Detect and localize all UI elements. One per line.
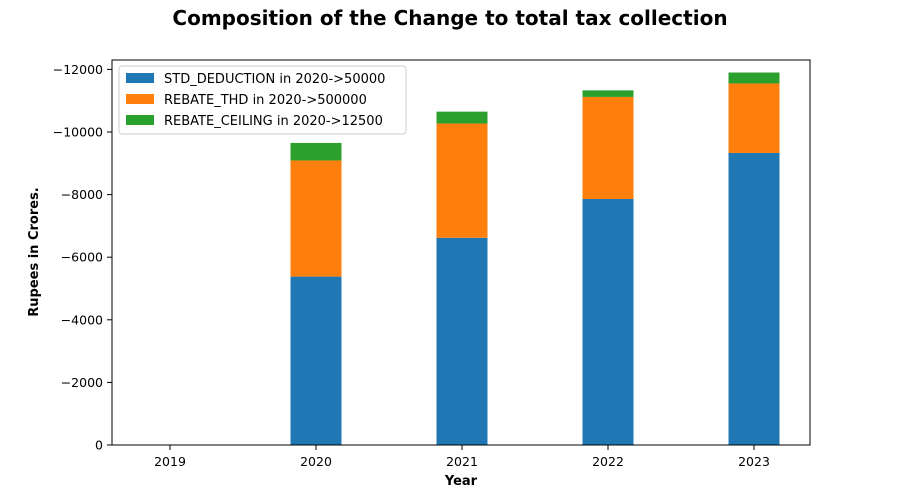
y-tick-label: −6000 (61, 250, 103, 265)
bar-rebate-thd-2020 (290, 160, 342, 277)
legend-swatch (126, 94, 154, 104)
chart-title: Composition of the Change to total tax c… (172, 6, 728, 30)
bar-rebate-thd-2023 (728, 83, 780, 153)
y-ticks: 0 −2000 −4000 −6000 −8000 −10000 −12000 (53, 62, 112, 453)
bar-std-deduction-2020 (290, 276, 342, 445)
bar-std-deduction-2022 (582, 198, 634, 445)
bars-group (290, 72, 780, 445)
bar-rebate-thd-2022 (582, 96, 634, 199)
bar-rebate-ceiling-2020 (290, 142, 342, 161)
legend-swatch (126, 73, 154, 83)
x-tick-label: 2021 (446, 454, 478, 469)
y-tick-label: 0 (95, 438, 103, 453)
legend-swatch (126, 115, 154, 125)
bar-rebate-ceiling-2021 (436, 111, 488, 124)
x-tick-label: 2020 (300, 454, 332, 469)
legend: STD_DEDUCTION in 2020->50000 REBATE_THD i… (118, 65, 407, 135)
bar-std-deduction-2023 (728, 152, 780, 445)
y-tick-label: −10000 (53, 124, 103, 139)
legend-label: STD_DEDUCTION in 2020->50000 (164, 72, 385, 87)
y-tick-label: −2000 (61, 375, 103, 390)
x-axis-label: Year (444, 474, 478, 489)
x-tick-label: 2022 (592, 454, 624, 469)
bar-std-deduction-2021 (436, 237, 488, 445)
y-axis-label: Rupees in Crores. (27, 187, 42, 317)
y-tick-label: −4000 (61, 312, 103, 327)
y-tick-label: −8000 (61, 187, 103, 202)
bar-rebate-ceiling-2022 (582, 90, 634, 97)
legend-label: REBATE_THD in 2020->500000 (164, 93, 367, 108)
x-tick-label: 2023 (738, 454, 770, 469)
axes-frame (111, 59, 811, 446)
legend-label: REBATE_CEILING in 2020->12500 (164, 114, 383, 129)
bar-rebate-thd-2021 (436, 123, 488, 238)
bar-rebate-ceiling-2023 (728, 72, 780, 84)
x-tick-label: 2019 (154, 454, 186, 469)
x-ticks: 2019 2020 2021 2022 2023 (154, 445, 770, 469)
legend-box (118, 65, 407, 135)
y-tick-label: −12000 (53, 62, 103, 77)
